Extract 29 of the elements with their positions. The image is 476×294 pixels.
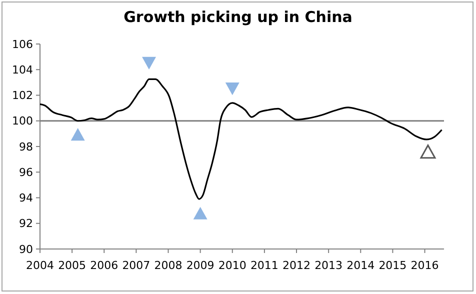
y-tick-label: 96 [19,166,33,179]
point [225,82,240,96]
chart-title: Growth picking up in China [124,8,352,26]
y-tick-label: 92 [19,217,33,230]
x-tick-label: 2010 [218,259,246,272]
x-tick-label: 2004 [26,259,54,272]
y-tick-label: 94 [19,192,33,205]
point [420,144,436,159]
y-tick-label: 100 [12,114,33,128]
point [70,128,85,141]
x-tick-label: 2014 [346,259,375,272]
x-tick-label: 2011 [250,259,278,272]
y-tick-label: 104 [12,63,33,76]
line-series [39,78,443,200]
point [142,56,156,70]
x-tick-label: 2016 [410,259,439,272]
x-tick-label: 2008 [154,259,182,272]
x-tick-label: 2009 [186,259,214,272]
x-tick-label: 2012 [282,259,311,272]
x-tick-label: 2006 [90,259,118,272]
y-tick-label: 102 [12,89,33,102]
y-tick-label: 98 [19,140,33,154]
x-tick-label: 2005 [58,259,86,272]
y-tick-label: 90 [19,242,33,256]
point [193,206,208,220]
x-tick-label: 2013 [314,259,343,272]
x-tick-label: 2015 [378,259,407,272]
y-tick-label: 106 [12,38,33,51]
x-tick-label: 2007 [122,259,150,272]
